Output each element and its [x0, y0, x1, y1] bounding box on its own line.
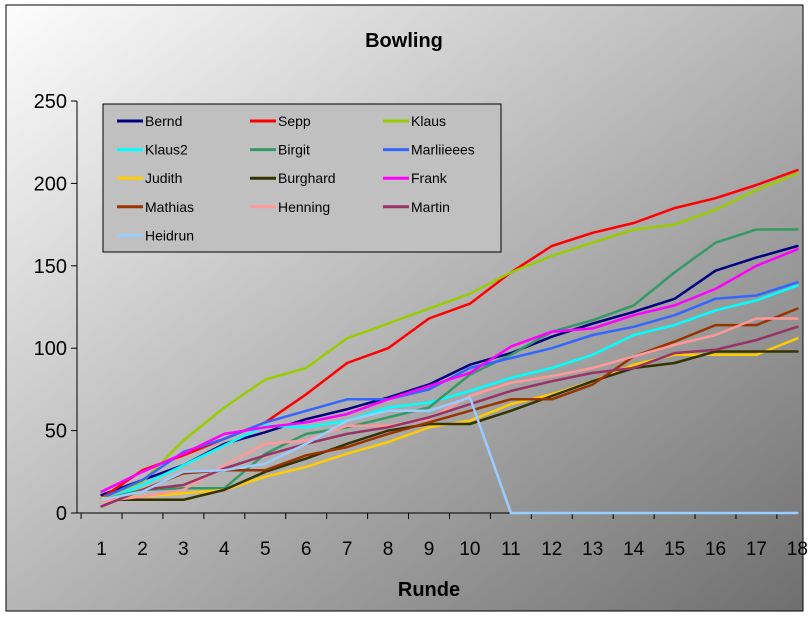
series-lines: [100, 168, 799, 515]
legend-label: Heidrun: [145, 227, 194, 243]
x-tick-label: 14: [623, 539, 645, 560]
x-tick-label: 10: [459, 539, 480, 560]
x-tick-label: 7: [342, 539, 353, 560]
legend-label: Klaus2: [145, 142, 188, 158]
x-tick-label: 11: [501, 539, 521, 560]
series-line-klaus: [100, 172, 799, 500]
legend-label: Burghard: [278, 170, 336, 186]
y-tick-label: 200: [34, 173, 67, 195]
y-axis: 0 50 100 150 200 250: [34, 91, 78, 525]
legend-label: Marliieees: [411, 142, 475, 158]
x-tick-label: 4: [219, 539, 230, 560]
series-line-birgit: [100, 228, 799, 502]
legend-label: Henning: [278, 199, 330, 215]
legend-label: Klaus: [411, 113, 446, 129]
x-tick-label: 6: [301, 539, 312, 560]
legend-box: [102, 103, 502, 253]
y-tick-label: 100: [34, 338, 67, 360]
y-tick-label: 250: [34, 91, 67, 113]
legend-label: Judith: [145, 170, 182, 186]
x-tick-label: 3: [178, 539, 189, 560]
x-tick-label: 9: [424, 539, 435, 560]
x-axis-title: Runde: [398, 579, 460, 601]
legend-label: Bernd: [145, 113, 182, 129]
x-tick-label: 13: [582, 539, 603, 560]
chart-title: Bowling: [365, 30, 443, 52]
series-line-heidrun: [100, 396, 799, 515]
series-line-frank: [100, 248, 799, 493]
legend: Bernd Sepp Klaus Klaus2 Birgit Marliieee…: [102, 103, 502, 253]
legend-label: Sepp: [278, 113, 311, 129]
x-tick-label: 5: [260, 539, 271, 560]
legend-label: Frank: [411, 170, 448, 186]
y-tick-label: 0: [56, 503, 67, 525]
x-tick-label: 15: [664, 539, 685, 560]
legend-label: Birgit: [278, 142, 310, 158]
series-line-burghard: [100, 350, 799, 502]
legend-label: Mathias: [145, 199, 194, 215]
x-tick-label: 8: [383, 539, 394, 560]
x-tick-label: 1: [96, 539, 107, 560]
legend-label: Martin: [411, 199, 450, 215]
y-tick-label: 150: [34, 256, 67, 278]
x-tick-label: 18: [787, 539, 808, 560]
x-tick-label: 12: [541, 539, 562, 560]
y-tick-label: 50: [45, 421, 67, 443]
chart-frame: [5, 4, 804, 612]
x-tick-label: 16: [705, 539, 726, 560]
x-tick-label: 2: [137, 539, 148, 560]
series-line-klaus2: [100, 284, 799, 503]
x-tick-label: 17: [746, 539, 767, 560]
